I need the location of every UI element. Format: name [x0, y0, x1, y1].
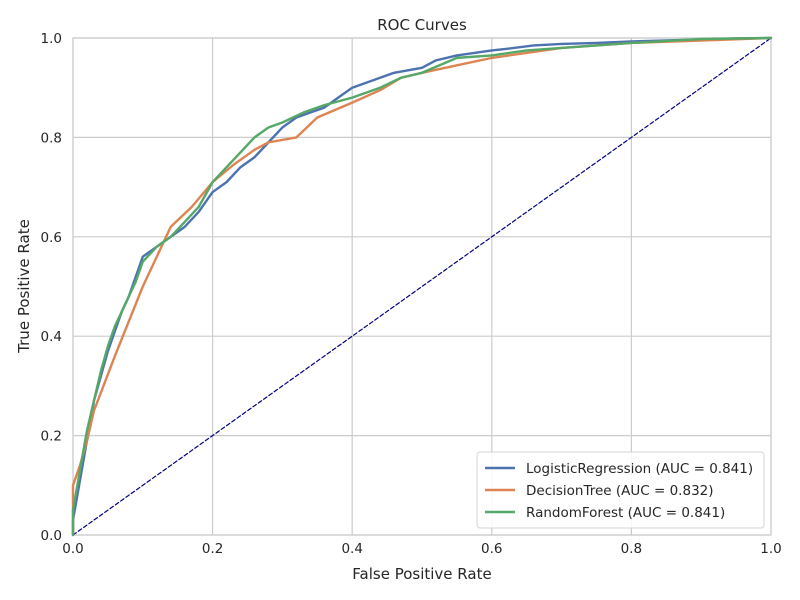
y-tick-label: 0.0	[41, 528, 62, 544]
y-tick-label: 0.6	[41, 230, 62, 246]
x-tick-label: 0.0	[62, 541, 83, 557]
y-tick-label: 1.0	[41, 31, 62, 47]
series-line	[71, 36, 773, 537]
legend: LogisticRegression (AUC = 0.841) Decision…	[476, 451, 765, 529]
y-tick-label: 0.2	[41, 429, 62, 445]
chart-title: ROC Curves	[377, 16, 467, 34]
y-tick-label: 0.4	[41, 329, 62, 345]
legend-label: LogisticRegression (AUC = 0.841)	[526, 461, 753, 477]
x-tick-label: 0.8	[621, 541, 642, 557]
y-tick-labels: 0.0 0.2 0.4 0.6 0.8 1.0	[41, 31, 62, 544]
legend-label: RandomForest (AUC = 0.841)	[526, 505, 725, 521]
x-tick-labels: 0.0 0.2 0.4 0.6 0.8 1.0	[62, 541, 781, 557]
y-tick-label: 0.8	[41, 130, 62, 146]
chance-diagonal-line	[72, 37, 772, 536]
x-tick-label: 1.0	[760, 541, 781, 557]
x-tick-label: 0.6	[481, 541, 502, 557]
legend-box	[476, 451, 765, 529]
legend-label: DecisionTree (AUC = 0.832)	[526, 483, 714, 499]
y-axis-label: True Positive Rate	[15, 219, 33, 354]
plot-frame	[72, 37, 772, 536]
series-line	[71, 36, 773, 537]
series-lines	[71, 36, 773, 537]
grid	[72, 37, 772, 536]
x-axis-label: False Positive Rate	[352, 565, 491, 583]
x-tick-label: 0.4	[341, 541, 362, 557]
x-tick-label: 0.2	[202, 541, 223, 557]
